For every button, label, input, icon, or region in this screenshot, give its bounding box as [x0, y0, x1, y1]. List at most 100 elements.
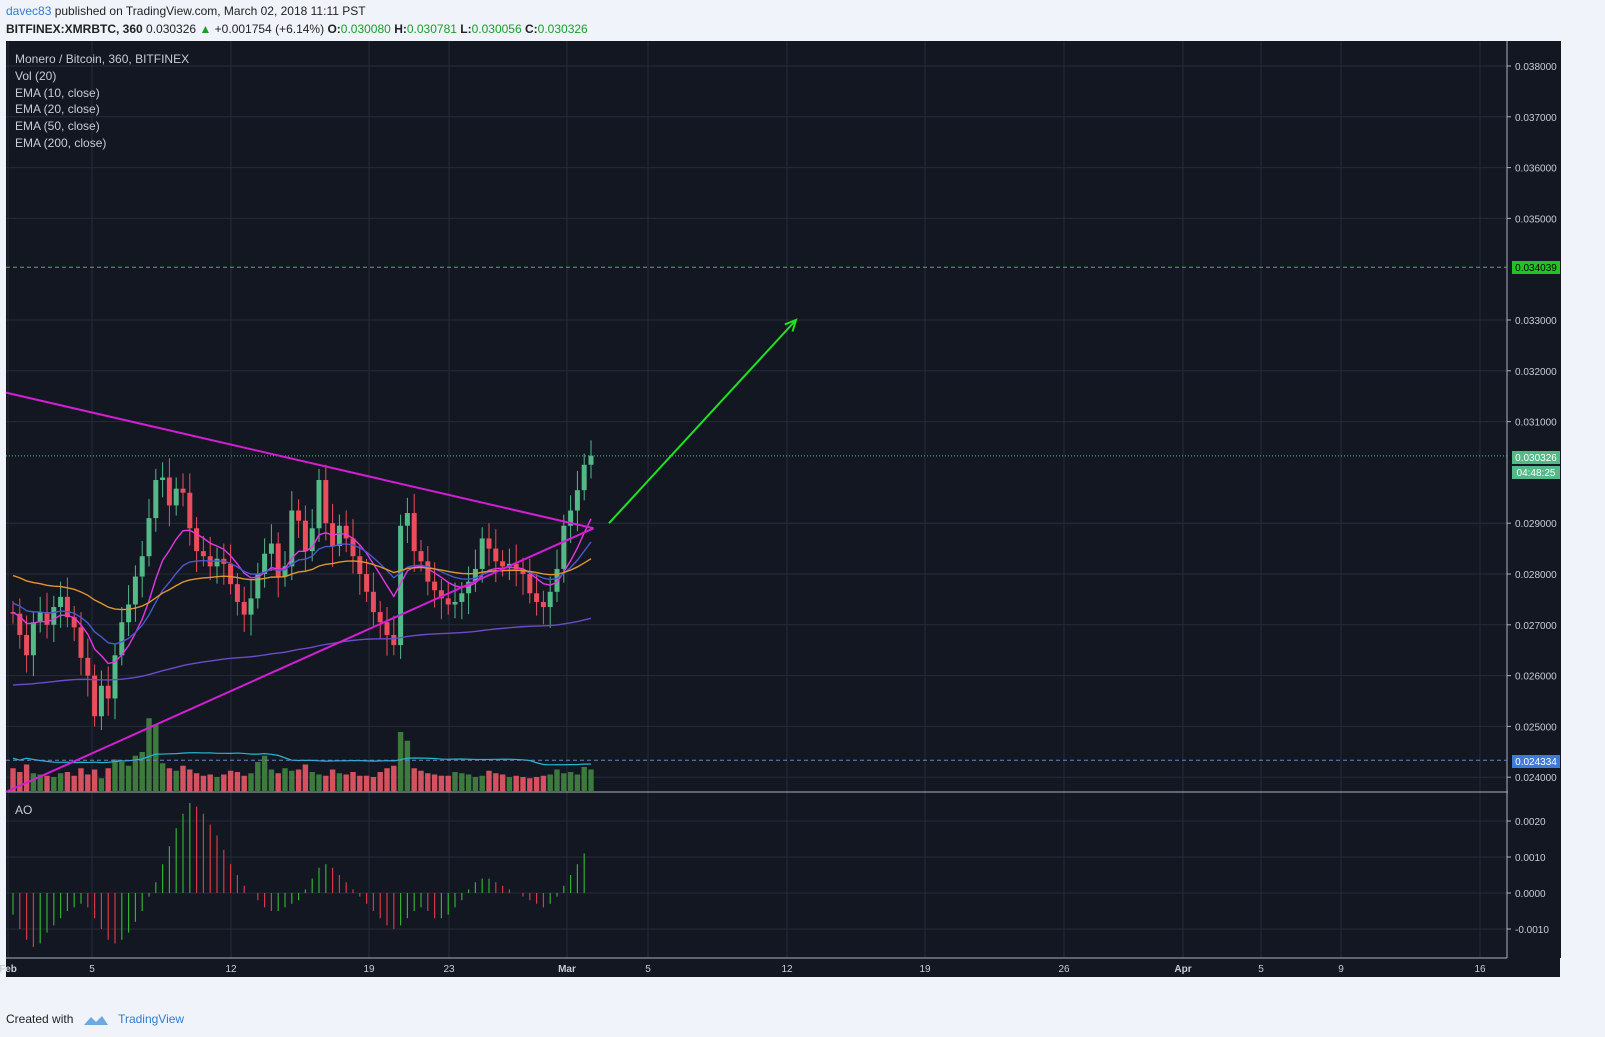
volume-bar: [180, 765, 186, 792]
legend-vol[interactable]: Vol (20): [15, 69, 57, 83]
candle-body: [302, 520, 308, 552]
candle-body: [540, 601, 546, 608]
candle-body: [547, 591, 553, 608]
price-tick-label: 0.033000: [1515, 316, 1557, 327]
volume-bar: [132, 755, 139, 792]
candle-body: [78, 627, 84, 658]
volume-bar: [540, 775, 547, 792]
candle-body: [425, 561, 431, 582]
candle-body: [418, 551, 424, 562]
price-value: 0.030326: [146, 22, 197, 36]
volume-bar: [363, 775, 370, 792]
candle-body: [112, 655, 118, 699]
volume-bar: [384, 768, 390, 792]
candle-body: [452, 601, 458, 605]
legend-ema50[interactable]: EMA (50, close): [15, 119, 100, 133]
price-chart[interactable]: 0.038000 0.037000 0.036000 0.035000 0.033000…: [0, 0, 1605, 1005]
legend-title: Monero / Bitcoin, 360, BITFINEX: [15, 52, 190, 66]
candle-body: [350, 538, 356, 557]
candle-body: [384, 622, 390, 635]
low-label: L:: [460, 22, 472, 36]
volume-bar: [98, 778, 105, 792]
projection-arrow-line: [608, 319, 797, 524]
price-tick-label: 0.025000: [1515, 722, 1557, 733]
countdown-tag: [1512, 466, 1560, 479]
candle-body: [166, 477, 172, 506]
candle-body: [160, 477, 166, 481]
close-value: 0.030326: [537, 22, 588, 36]
candle-body: [187, 492, 193, 529]
volume-bar: [153, 724, 159, 792]
volume-bar: [23, 764, 30, 792]
volume-bar: [329, 769, 336, 792]
tradingview-logo-icon: [83, 1015, 108, 1025]
volume-bar: [295, 769, 302, 792]
candle-body: [343, 525, 349, 539]
price-axis[interactable]: 0.038000 0.037000 0.036000 0.035000 0.033000…: [1507, 41, 1561, 958]
candle-body: [153, 480, 159, 519]
volume-bar: [248, 773, 254, 792]
volume-bar: [214, 777, 220, 792]
volume-bar: [125, 765, 132, 792]
volume-bar: [357, 775, 363, 792]
volume-bar: [506, 777, 513, 792]
legend-ema10[interactable]: EMA (10, close): [15, 86, 100, 100]
tradingview-link[interactable]: TradingView: [118, 1012, 185, 1026]
legend-ao[interactable]: AO: [15, 803, 33, 817]
resistance-tag-text: 0.034039: [1515, 263, 1557, 274]
volume-bar: [207, 774, 213, 792]
candles: [10, 440, 594, 730]
triangle-lower-line: [5, 527, 594, 793]
candle-body: [98, 685, 104, 717]
candle-body: [228, 563, 234, 585]
candle-body: [445, 598, 451, 605]
symbol-label: BITFINEX:XMRBTC, 360: [6, 22, 143, 36]
volume-bar: [261, 755, 268, 792]
volume-bar: [57, 773, 64, 792]
countdown-tag-text: 04:48:25: [1517, 468, 1556, 479]
candle-body: [561, 525, 567, 569]
candle-body: [370, 591, 376, 613]
candle-body: [432, 581, 438, 591]
candle-body: [520, 568, 526, 574]
volume-bar: [166, 768, 173, 792]
volume-bar: [561, 773, 567, 792]
author-link[interactable]: davec83: [6, 4, 52, 18]
candle-body: [51, 607, 57, 625]
candle-body: [486, 538, 492, 549]
volume-bar: [316, 774, 322, 792]
candle-body: [71, 617, 77, 628]
candle-body: [146, 518, 152, 557]
price-tags: 0.034039 0.030326 04:48:25 0.024334: [1512, 261, 1560, 768]
legend-ema20[interactable]: EMA (20, close): [15, 102, 100, 116]
candle-body: [404, 513, 410, 526]
candle-body: [255, 574, 261, 599]
ao-tick-label: -0.0010: [1515, 925, 1549, 936]
legend-ema200[interactable]: EMA (200, close): [15, 136, 107, 150]
time-tick-label: 23: [443, 964, 455, 975]
last-price-tag: [1512, 451, 1560, 464]
volume-bar: [581, 767, 587, 792]
candle-body: [58, 596, 64, 608]
volume-bar: [200, 775, 207, 792]
price-tick-label: 0.035000: [1515, 214, 1557, 225]
candle-body: [296, 510, 302, 521]
symbol-info: BITFINEX:XMRBTC, 360 0.030326 ▲ +0.00175…: [6, 22, 588, 36]
volume-bar: [574, 774, 581, 792]
candle-body: [309, 528, 315, 552]
drawings: [5, 266, 1507, 793]
volume-bars: [10, 718, 594, 792]
price-tick-label: 0.026000: [1515, 672, 1557, 683]
time-axis[interactable]: Feb 5 12 19 23 Mar 5 12 19 26 Apr 5 9 16: [0, 964, 1486, 975]
volume-bar: [139, 752, 145, 792]
candle-body: [64, 596, 70, 618]
volume-bar: [17, 772, 23, 792]
price-tick-label: 0.031000: [1515, 418, 1557, 429]
volume-bar: [146, 718, 152, 792]
volume-bar: [105, 768, 111, 792]
candle-body: [493, 548, 499, 562]
volume-bar: [64, 772, 71, 792]
up-triangle-icon: ▲: [199, 22, 212, 36]
volume-bar: [350, 772, 356, 792]
candle-body: [391, 634, 397, 646]
